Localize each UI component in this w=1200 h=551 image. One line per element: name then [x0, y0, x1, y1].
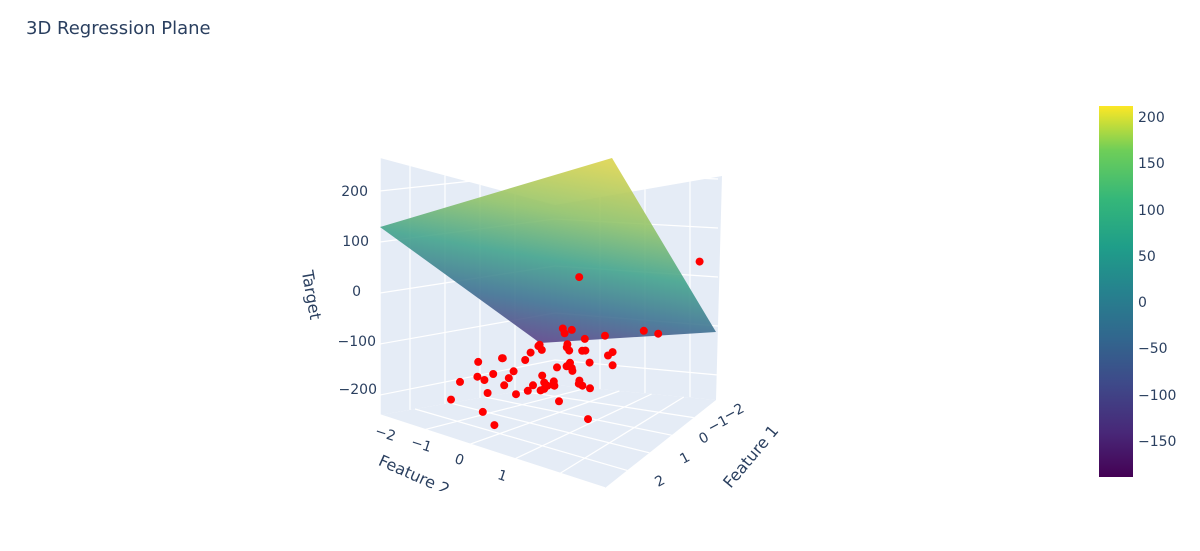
colorbar-tick: 100: [1138, 203, 1165, 219]
grid-line: [559, 396, 685, 474]
grid-line: [519, 390, 694, 419]
scatter-point: [447, 395, 455, 404]
scatter-point: [473, 372, 482, 381]
scatter-point: [555, 397, 563, 406]
scatter-point: [529, 381, 537, 390]
colorbar-gradient: [1099, 106, 1133, 477]
chart-title: 3D Regression Plane: [26, 18, 211, 39]
scatter-point: [478, 407, 487, 416]
scatter-point: [654, 329, 663, 338]
x-tick: 2: [652, 472, 667, 490]
colorbar-tick: −100: [1138, 388, 1176, 404]
colorbar-tick: −150: [1138, 434, 1176, 450]
scatter-point: [489, 370, 498, 378]
scatter-point: [553, 363, 561, 372]
grid-line: [554, 359, 719, 376]
scatter-point: [639, 326, 648, 335]
scatter-point: [504, 374, 513, 383]
y-tick: −2: [373, 423, 398, 445]
z-axis: 200 100 0 −100 −200 Target: [298, 184, 377, 398]
z-tick: −100: [338, 334, 376, 350]
scatter-point: [578, 346, 587, 355]
grid-line: [379, 171, 556, 192]
y-tick: 1: [496, 467, 509, 485]
scatter-point: [538, 371, 547, 380]
scatter-point: [560, 329, 569, 338]
scatter-point: [565, 346, 574, 355]
x-tick: 1: [677, 449, 692, 467]
scatter-point: [578, 381, 587, 390]
scatter-point: [480, 376, 489, 384]
scatter-points: [447, 257, 704, 430]
grid-line: [469, 390, 620, 445]
front-edge-left: [379, 158, 606, 489]
grid-line: [379, 359, 556, 396]
scatter-point: [536, 386, 545, 395]
scatter-point: [490, 421, 499, 430]
scatter-point: [604, 351, 612, 360]
scatter-point: [474, 357, 483, 366]
colorbar-tick: −50: [1138, 341, 1168, 357]
scatter-point: [584, 415, 592, 424]
z-tick: 100: [342, 234, 369, 250]
grid-line: [484, 396, 672, 436]
scatter-point: [512, 390, 520, 399]
z-tick: −200: [339, 382, 377, 398]
regression-plane: [380, 158, 716, 343]
scatter-point: [695, 257, 704, 266]
scatter-point: [521, 356, 530, 364]
scatter-point: [500, 381, 509, 390]
scatter-point: [567, 325, 576, 334]
grid-line: [424, 387, 588, 431]
scatter-point: [601, 331, 609, 340]
floor-pane: [380, 385, 716, 488]
colorbar-tick: 200: [1138, 110, 1165, 126]
scatter-point: [523, 386, 532, 395]
scatter-point: [543, 381, 552, 390]
y-tick: −1: [409, 434, 434, 456]
colorbar: 200 150 100 50 0 −50 −100 −150: [1099, 106, 1176, 477]
scatter-point: [580, 334, 589, 343]
scatter-point: [456, 377, 464, 386]
colorbar-tick: 50: [1138, 249, 1156, 265]
grid-line: [514, 393, 652, 460]
grid-line: [414, 408, 628, 471]
scatter-point: [549, 381, 558, 390]
scatter-point: [509, 367, 518, 376]
colorbar-tick: 150: [1138, 156, 1165, 172]
scatter-point: [562, 362, 571, 371]
scatter-point: [608, 361, 617, 370]
y-axis-label: Feature 2: [376, 451, 453, 499]
y-tick: 0: [453, 451, 466, 469]
scatter-point: [537, 345, 546, 354]
scatter-point: [568, 366, 577, 375]
scatter-point: [483, 389, 492, 397]
colorbar-tick: 0: [1138, 295, 1147, 311]
x-axis-label: Feature 1: [719, 421, 782, 491]
z-axis-label: Target: [298, 268, 325, 321]
scatter-point: [575, 273, 584, 282]
scatter-point: [585, 358, 594, 367]
scatter-point: [586, 384, 594, 393]
scatter-point: [526, 348, 535, 357]
scatter-point: [498, 354, 506, 363]
z-tick: 200: [341, 184, 368, 200]
z-tick: 0: [352, 284, 361, 300]
